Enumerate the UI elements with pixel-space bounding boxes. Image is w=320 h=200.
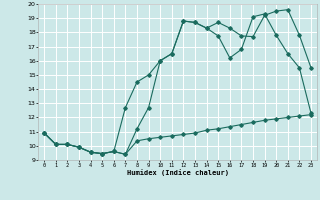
X-axis label: Humidex (Indice chaleur): Humidex (Indice chaleur) xyxy=(127,169,228,176)
